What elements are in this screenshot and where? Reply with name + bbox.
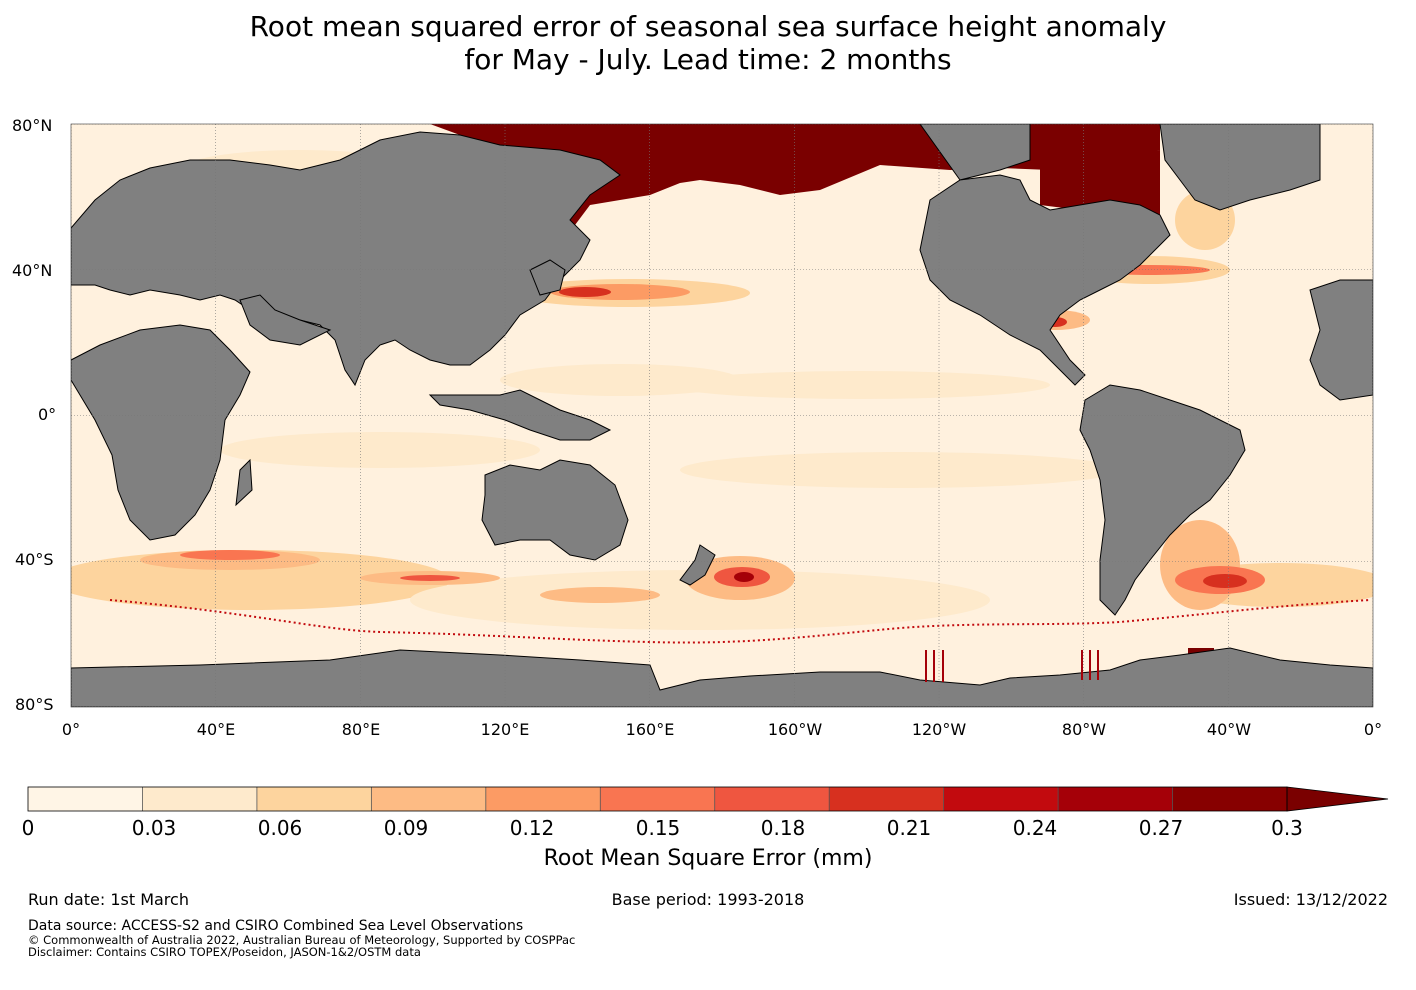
colorbar-tick: 0.18 xyxy=(760,816,806,840)
lon-label-160e: 160°E xyxy=(625,720,675,739)
colorbar-tick: 0.24 xyxy=(1012,816,1058,840)
colorbar-extend-arrow xyxy=(1286,786,1389,812)
colorbar-tick: 0.03 xyxy=(131,816,177,840)
lon-label-40w: 40°W xyxy=(1206,720,1252,739)
colorbar-segment xyxy=(28,787,143,811)
graticule xyxy=(71,124,1373,707)
colorbar-segment xyxy=(371,787,487,811)
colorbar-segment xyxy=(943,787,1059,811)
colorbar-tick: 0.3 xyxy=(1271,816,1303,840)
base-period: Base period: 1993-2018 xyxy=(611,890,805,909)
run-date: Run date: 1st March xyxy=(28,890,189,909)
lat-label-40s: 40°S xyxy=(15,550,54,569)
data-source: Data source: ACCESS-S2 and CSIRO Combine… xyxy=(28,918,524,934)
colorbar-segment xyxy=(714,787,830,811)
colorbar-segment xyxy=(829,787,945,811)
disclaimer: Disclaimer: Contains CSIRO TOPEX/Poseido… xyxy=(28,945,421,959)
issued-date: Issued: 13/12/2022 xyxy=(1233,890,1388,909)
map-area xyxy=(71,124,1373,707)
colorbar-segment xyxy=(142,787,258,811)
colorbar-title: Root Mean Square Error (mm) xyxy=(543,846,873,871)
antarctic-artifacts xyxy=(925,650,1099,682)
colorbar-tick: 0.21 xyxy=(886,816,932,840)
lon-label-120w: 120°W xyxy=(911,720,967,739)
lon-label-80e: 80°E xyxy=(341,720,381,739)
colorbar-tick: 0 xyxy=(21,816,35,840)
land-masses xyxy=(71,124,1373,707)
colorbar-segment xyxy=(256,787,372,811)
map-title-line2: for May - July. Lead time: 2 months xyxy=(464,43,952,76)
colorbar-segment xyxy=(485,787,601,811)
acc-error-band xyxy=(109,599,1371,644)
copyright: © Commonwealth of Australia 2022, Austra… xyxy=(28,933,576,947)
colorbar-tick: 0.15 xyxy=(635,816,681,840)
colorbar-tick: 0.06 xyxy=(257,816,303,840)
colorbar-tick: 0.12 xyxy=(509,816,555,840)
colorbar-tick: 0.27 xyxy=(1138,816,1184,840)
colorbar-segment xyxy=(1058,787,1174,811)
colorbar-segment xyxy=(1172,787,1288,811)
lon-label-120e: 120°E xyxy=(480,720,530,739)
map-frame xyxy=(70,123,1374,708)
colorbar-outline xyxy=(27,786,1288,812)
colorbar xyxy=(27,786,1389,812)
lat-label-80n: 80°N xyxy=(12,116,53,135)
lon-label-0: 0° xyxy=(61,720,81,739)
lat-label-40n: 40°N xyxy=(12,261,53,280)
lon-label-80w: 80°W xyxy=(1061,720,1107,739)
map-title-line1: Root mean squared error of seasonal sea … xyxy=(249,10,1167,43)
error-field xyxy=(71,150,1373,630)
lon-label-40e: 40°E xyxy=(196,720,236,739)
lon-label-360: 0° xyxy=(1363,720,1383,739)
lon-label-160w: 160°W xyxy=(767,720,823,739)
lat-label-eq: 0° xyxy=(38,405,57,424)
colorbar-segment xyxy=(600,787,716,811)
lat-label-80s: 80°S xyxy=(15,695,54,714)
colorbar-tick: 0.09 xyxy=(383,816,429,840)
